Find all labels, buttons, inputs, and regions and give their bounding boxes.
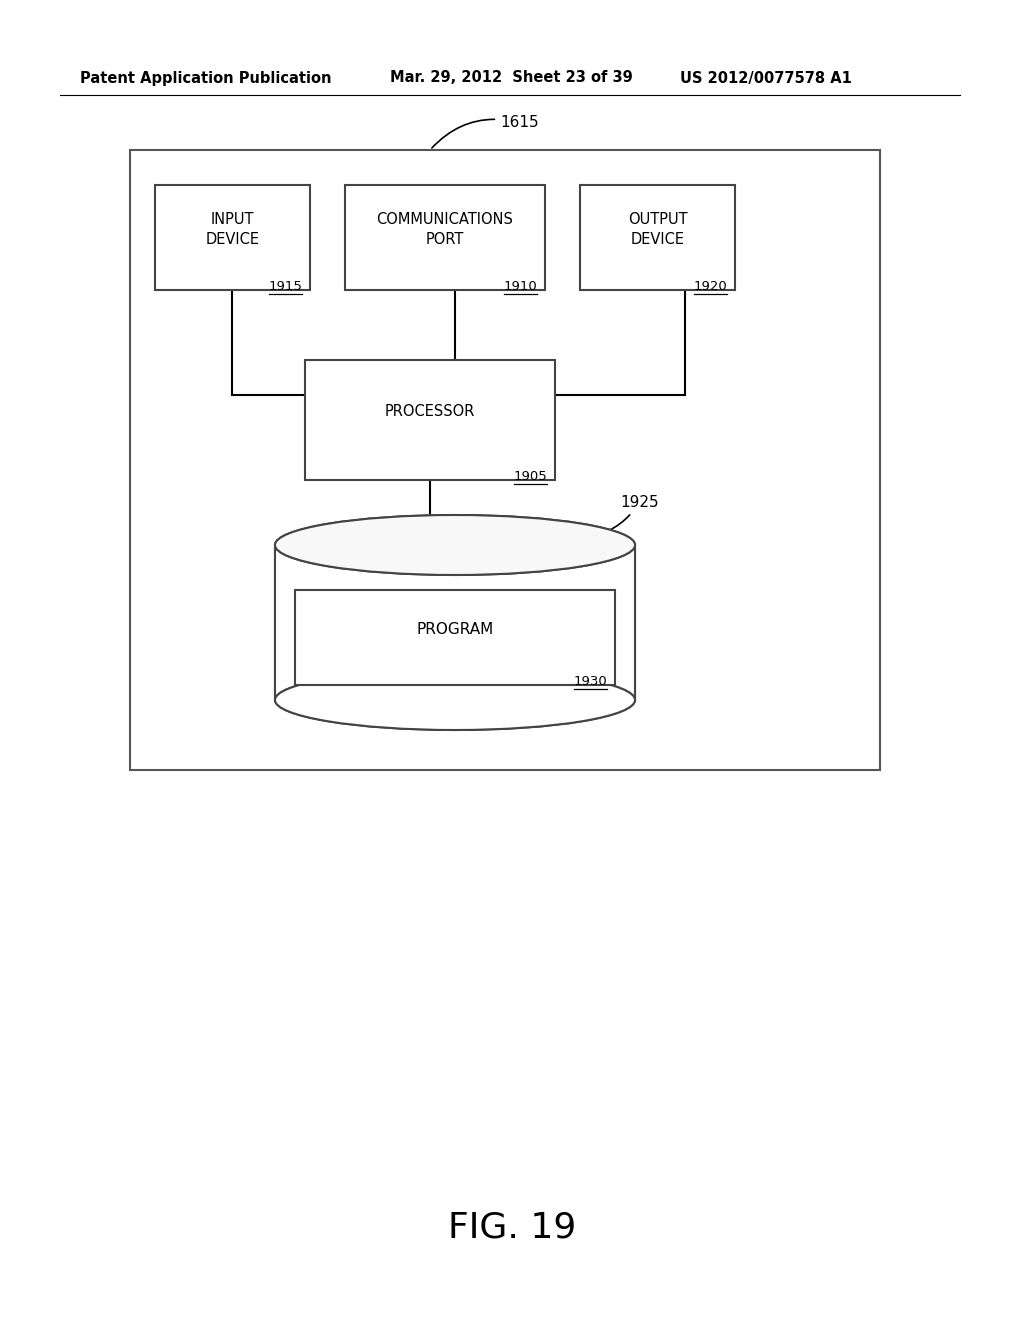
Text: 1915: 1915 xyxy=(268,280,302,293)
Bar xyxy=(275,545,635,700)
Text: 1925: 1925 xyxy=(583,495,658,537)
Text: COMMUNICATIONS
PORT: COMMUNICATIONS PORT xyxy=(377,213,513,247)
Text: INPUT
DEVICE: INPUT DEVICE xyxy=(206,213,259,247)
Ellipse shape xyxy=(275,671,635,730)
Bar xyxy=(345,185,545,290)
Text: 1930: 1930 xyxy=(573,675,607,688)
Text: PROGRAM: PROGRAM xyxy=(417,622,494,638)
Text: 1905: 1905 xyxy=(513,470,547,483)
Text: PROCESSOR: PROCESSOR xyxy=(385,404,475,420)
Ellipse shape xyxy=(275,515,635,576)
Ellipse shape xyxy=(275,671,635,730)
Bar xyxy=(130,150,880,770)
Ellipse shape xyxy=(275,515,635,576)
Text: 1615: 1615 xyxy=(432,115,539,148)
Text: OUTPUT
DEVICE: OUTPUT DEVICE xyxy=(628,213,687,247)
Text: 1920: 1920 xyxy=(693,280,727,293)
Text: US 2012/0077578 A1: US 2012/0077578 A1 xyxy=(680,70,852,86)
Text: 1910: 1910 xyxy=(503,280,537,293)
Text: FIG. 19: FIG. 19 xyxy=(447,1210,577,1245)
Bar xyxy=(305,360,555,480)
Text: Mar. 29, 2012  Sheet 23 of 39: Mar. 29, 2012 Sheet 23 of 39 xyxy=(390,70,633,86)
Bar xyxy=(295,590,615,685)
Bar xyxy=(580,185,735,290)
Text: Patent Application Publication: Patent Application Publication xyxy=(80,70,332,86)
Bar xyxy=(155,185,310,290)
